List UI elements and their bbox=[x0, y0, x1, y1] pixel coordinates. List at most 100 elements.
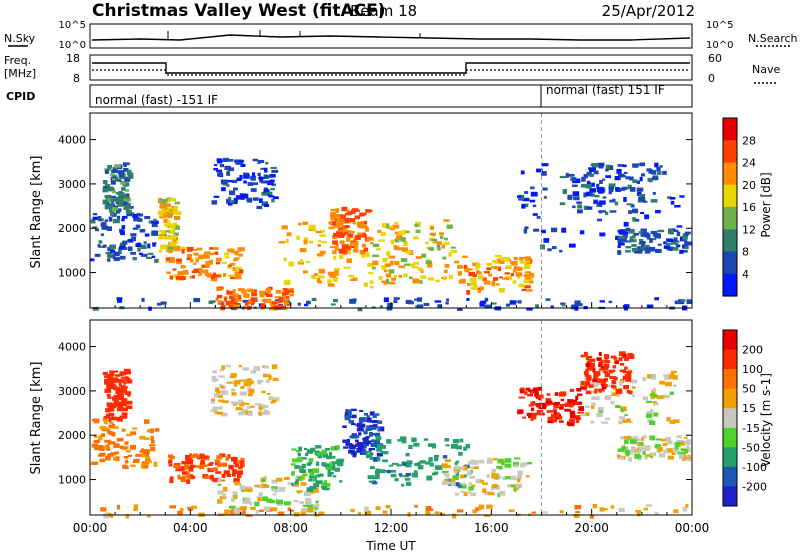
power-region-12-cell bbox=[622, 164, 627, 168]
power-region-4-cell bbox=[123, 206, 130, 210]
power-region-2-cell bbox=[192, 249, 197, 251]
velocity-region-2-cell bbox=[116, 416, 123, 422]
power-region-7-cell bbox=[401, 247, 408, 252]
nsearch-label: N.Search bbox=[748, 32, 798, 45]
power-region-3-cell bbox=[132, 257, 137, 261]
velocity-region-7-cell bbox=[366, 415, 370, 419]
velocity-region-1-cell bbox=[129, 431, 137, 436]
velocity-region-1-cell bbox=[145, 460, 152, 464]
power-region-6-cell bbox=[226, 171, 231, 176]
power-region-6-cell bbox=[232, 201, 238, 205]
power-region-7-cell bbox=[334, 247, 339, 251]
velocity-region-9-cell bbox=[472, 460, 479, 465]
power-region-8-cell bbox=[354, 244, 358, 249]
velocity-region-6-cell bbox=[329, 451, 333, 456]
velocity-region-9-cell bbox=[486, 474, 490, 478]
power-region-13-cell bbox=[665, 242, 671, 246]
power-region-1-cell bbox=[279, 297, 284, 300]
velocity-region-11-cell bbox=[619, 382, 623, 386]
power-region-6-cell bbox=[252, 172, 256, 177]
power-region-12-cell bbox=[639, 162, 645, 167]
velocity-region-8-cell bbox=[402, 462, 407, 467]
velocity-region-13-cell bbox=[675, 441, 682, 446]
velocity-region-4-cell bbox=[233, 380, 241, 385]
velocity-region-10-cell bbox=[546, 410, 553, 413]
velocity-region-9-cell bbox=[517, 470, 523, 475]
velocity-region-11-cell bbox=[642, 376, 647, 382]
velocity-region-1-cell bbox=[135, 453, 142, 457]
power-region-12-cell bbox=[587, 173, 595, 177]
velocity-region-10-cell bbox=[518, 396, 525, 399]
velocity-region-2-cell bbox=[119, 372, 124, 377]
velocity-region-8-cell bbox=[428, 457, 433, 462]
power-region-8-cell bbox=[330, 221, 337, 226]
power-region-5-cell bbox=[174, 246, 181, 252]
power-region-4-cell bbox=[118, 191, 123, 196]
power-region-5-cell bbox=[158, 210, 163, 213]
nave-tick-top: 60 bbox=[708, 52, 722, 65]
velocity-region-0-cell bbox=[100, 507, 107, 512]
velocity-region-8-cell bbox=[457, 483, 463, 489]
velocity-region-0-cell bbox=[618, 508, 625, 512]
velocity-region-5-cell bbox=[263, 506, 271, 511]
velocity-region-11-cell bbox=[597, 406, 604, 412]
power-region-13-cell bbox=[657, 243, 662, 246]
power-region-4-cell bbox=[125, 209, 132, 214]
power-region-12-cell bbox=[636, 187, 644, 192]
power-region-6-cell bbox=[258, 160, 265, 163]
velocity-region-0-cell bbox=[635, 510, 642, 513]
velocity-region-13-cell bbox=[674, 444, 679, 450]
power-region-4-cell bbox=[107, 186, 114, 192]
power-region-13-cell bbox=[628, 228, 635, 234]
power-region-9-cell bbox=[414, 224, 419, 228]
velocity-region-13-cell bbox=[672, 447, 677, 451]
velocity-region-0-cell bbox=[573, 514, 580, 518]
power-region-0-cell bbox=[357, 307, 363, 312]
power-region-2-cell bbox=[204, 272, 212, 277]
velocity-region-8-cell bbox=[403, 474, 410, 478]
power-region-12-cell bbox=[651, 176, 659, 181]
velocity-region-0-cell bbox=[177, 510, 183, 515]
power-region-6-cell bbox=[211, 200, 218, 205]
velocity-region-1-cell bbox=[101, 433, 105, 437]
power-region-13-cell bbox=[655, 248, 662, 253]
power-region-2-cell bbox=[227, 248, 231, 253]
velocity-region-2-cell bbox=[123, 414, 128, 419]
power-region-9-cell bbox=[436, 243, 441, 248]
velocity-region-8-cell bbox=[458, 451, 463, 456]
power-region-12-cell bbox=[638, 197, 645, 202]
power-colorbar-swatch bbox=[723, 251, 737, 275]
velocity-region-2-cell bbox=[120, 402, 128, 407]
power-region-12-cell bbox=[629, 187, 636, 192]
power-region-13-cell bbox=[644, 249, 651, 254]
velocity-region-11-cell bbox=[652, 388, 656, 392]
power-region-4-cell bbox=[125, 182, 130, 187]
power-region-1-cell bbox=[223, 297, 227, 302]
power-region-12-cell bbox=[570, 177, 577, 181]
velocity-region-8-cell bbox=[417, 465, 424, 470]
velocity-region-1-cell bbox=[124, 441, 129, 445]
power-region-4-cell bbox=[118, 176, 124, 179]
power-region-2-cell bbox=[203, 252, 208, 256]
power-region-7-cell bbox=[317, 244, 321, 247]
power-region-0-cell bbox=[561, 304, 566, 307]
velocity-region-7-cell bbox=[358, 432, 362, 436]
power-region-12-cell bbox=[577, 204, 583, 209]
velocity-region-8-cell bbox=[406, 481, 412, 486]
velocity-region-7-cell bbox=[348, 449, 355, 454]
power-region-0-cell bbox=[209, 300, 216, 303]
power-region-2-cell bbox=[193, 252, 199, 256]
power-region-6-cell bbox=[247, 197, 253, 203]
velocity-region-0-cell bbox=[602, 508, 608, 511]
power-region-11-cell bbox=[670, 200, 675, 205]
power-region-2-cell bbox=[224, 252, 230, 256]
velocity-region-8-cell bbox=[417, 461, 421, 465]
velocity-region-2-cell bbox=[118, 406, 123, 411]
velocity-region-8-cell bbox=[374, 456, 381, 462]
power-region-11-cell bbox=[541, 171, 547, 176]
velocity-region-9-cell bbox=[515, 483, 520, 489]
velocity-region-1-cell bbox=[127, 454, 133, 457]
velocity-colorbar-tick-label: 15 bbox=[742, 402, 756, 415]
